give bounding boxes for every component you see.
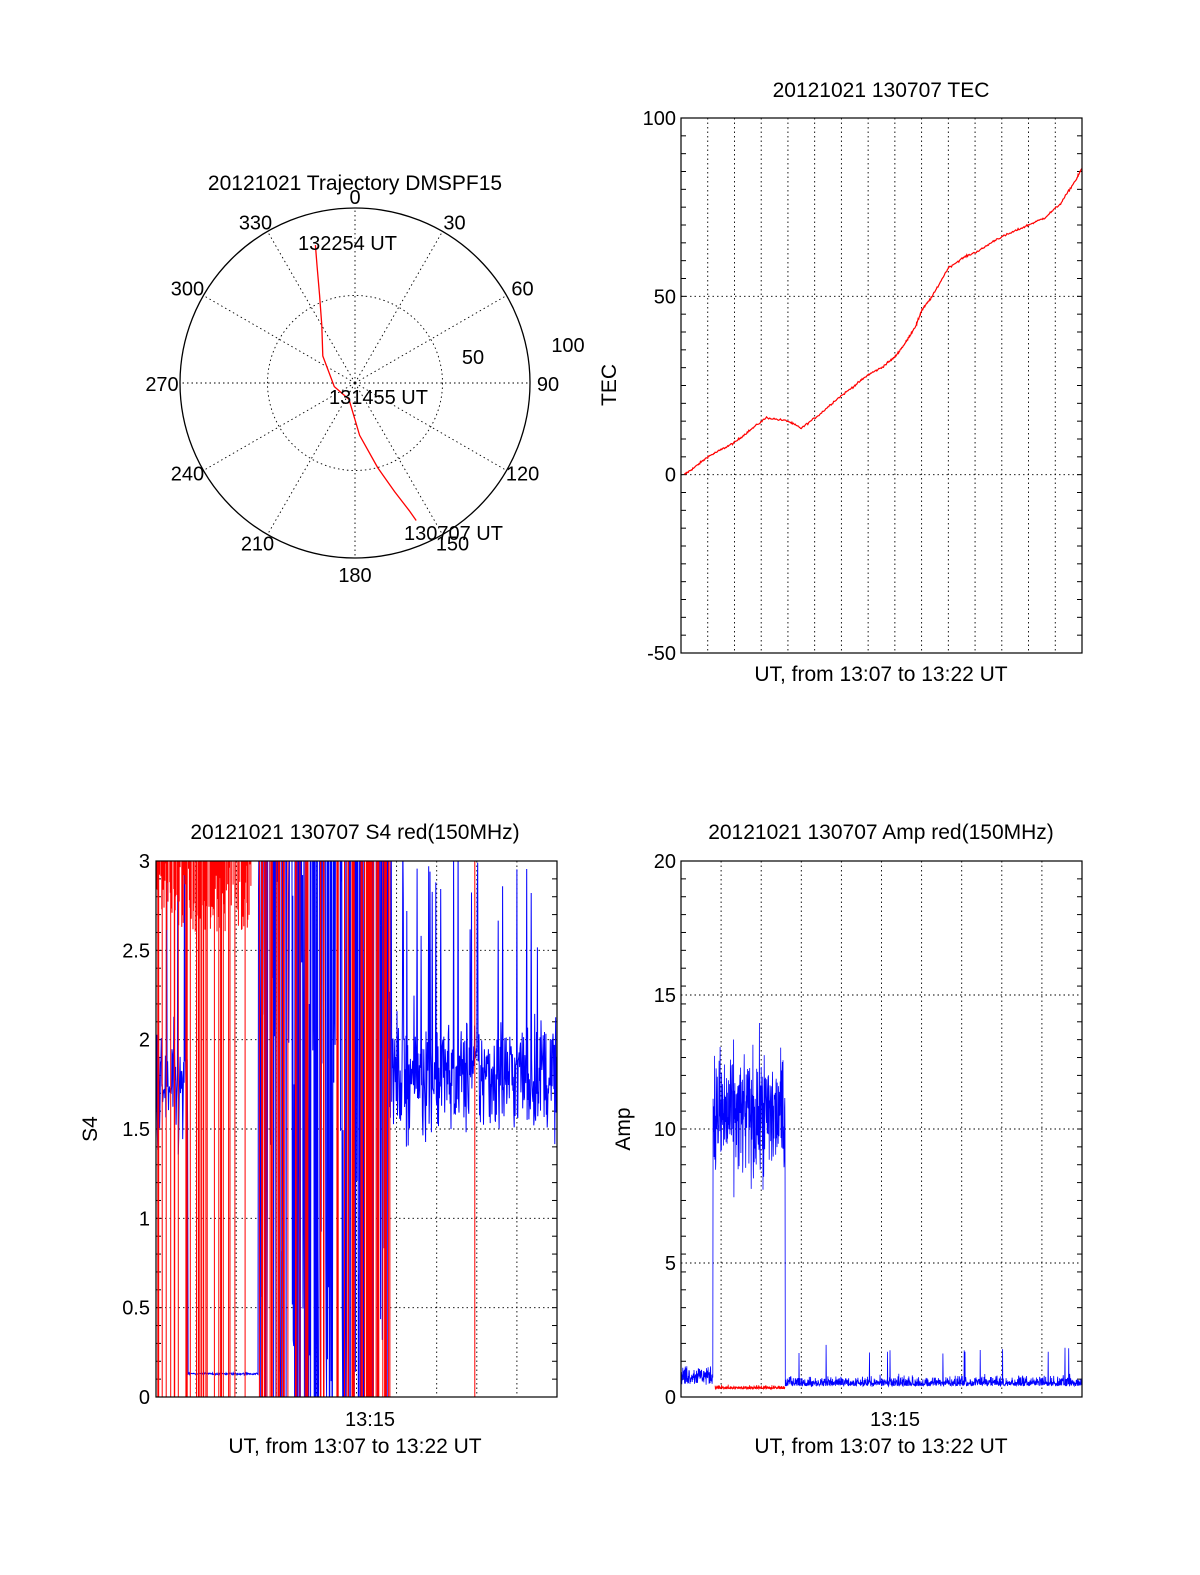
amp-frame — [680, 860, 1083, 1398]
amp-plot: 20121021 130707 Amp red(150MHz) 0 5 10 15 20… — [612, 821, 1083, 1458]
polar-grid-ring-50 — [267, 295, 443, 471]
polar-annotation-start: 130707 UT — [404, 523, 503, 545]
polar-radial-label-50: 50 — [462, 347, 484, 369]
polar-angle-label-270: 270 — [145, 374, 178, 396]
polar-angle-label-0: 0 — [349, 187, 360, 209]
s4-frame — [155, 860, 558, 1398]
polar-annotation-mid: 131455 UT — [329, 387, 428, 409]
tec-line — [683, 168, 1083, 475]
polar-angle-label-90: 90 — [537, 374, 559, 396]
s4-y-tick-labels: 0 0.5 1 1.5 2 2.5 3 — [122, 851, 150, 1409]
polar-angle-label-60: 60 — [511, 279, 533, 301]
s4-ytick-label-1: 0.5 — [122, 1298, 150, 1320]
s4-x-tick-label: 13:15 — [345, 1409, 395, 1431]
s4-ytick-label-2: 1 — [139, 1208, 150, 1230]
s4-ytick-label-4: 2 — [139, 1030, 150, 1052]
polar-radial-label-100: 100 — [551, 335, 584, 357]
tec-x-axis-label: UT, from 13:07 to 13:22 UT — [754, 663, 1007, 686]
amp-ytick-label-1: 5 — [665, 1253, 676, 1275]
tec-grid — [681, 117, 1082, 654]
tec-ytick-label-1: 0 — [665, 465, 676, 487]
amp-y-tick-labels: 0 5 10 15 20 — [654, 851, 676, 1409]
polar-angle-labels: 0 30 60 90 120 150 180 210 240 270 300 330 — [145, 187, 559, 587]
s4-ytick-label-3: 1.5 — [122, 1119, 150, 1141]
amp-x-axis-label: UT, from 13:07 to 13:22 UT — [754, 1435, 1007, 1458]
s4-x-axis-label: UT, from 13:07 to 13:22 UT — [228, 1435, 481, 1458]
amp-red-line — [714, 1384, 786, 1391]
amp-grid — [681, 860, 1082, 1398]
polar-angle-label-30: 30 — [443, 212, 465, 234]
s4-blue-line — [156, 861, 557, 1397]
tec-ytick-label-0: -50 — [647, 643, 676, 665]
polar-annotation-end: 132254 UT — [298, 233, 397, 255]
s4-ytick-label-0: 0 — [139, 1387, 150, 1409]
tec-y-tick-labels: -50 0 50 100 — [643, 108, 676, 665]
tec-plot: 20121021 130707 TEC -50 0 50 100 TEC UT, fr… — [598, 79, 1083, 686]
tec-y-axis-label: TEC — [598, 364, 621, 406]
polar-angle-label-300: 300 — [171, 279, 204, 301]
polar-angle-label-330: 330 — [239, 212, 272, 234]
s4-ytick-label-6: 3 — [139, 851, 150, 873]
polar-trajectory-plot: 20121021 Trajectory DMSPF15 0 30 60 90 120 15… — [145, 172, 584, 587]
polar-trajectory-trace — [314, 245, 417, 521]
s4-red-line — [156, 861, 476, 1397]
amp-ytick-label-3: 15 — [654, 985, 676, 1007]
s4-ytick-label-5: 2.5 — [122, 940, 150, 962]
polar-trajectory-path — [314, 245, 417, 521]
tec-series-line — [683, 168, 1083, 475]
amp-ytick-label-4: 20 — [654, 851, 676, 873]
amp-y-axis-label: Amp — [612, 1107, 635, 1150]
s4-plot: 20121021 130707 S4 red(150MHz) 0 0.5 1 1.5 2… — [79, 821, 558, 1458]
polar-angle-label-210: 210 — [241, 534, 274, 556]
s4-y-axis-label: S4 — [79, 1116, 102, 1142]
polar-outer-ring — [179, 207, 531, 559]
amp-ytick-label-2: 10 — [654, 1119, 676, 1141]
amp-title: 20121021 130707 Amp red(150MHz) — [708, 821, 1054, 844]
polar-angle-label-240: 240 — [171, 464, 204, 486]
polar-title: 20121021 Trajectory DMSPF15 — [208, 172, 502, 195]
tec-frame — [680, 117, 1083, 654]
tec-ytick-label-3: 100 — [643, 108, 676, 130]
amp-x-tick-label: 13:15 — [870, 1409, 920, 1431]
tec-title: 20121021 130707 TEC — [773, 79, 990, 102]
s4-series-lines — [156, 861, 557, 1397]
polar-angle-label-180: 180 — [338, 565, 371, 587]
amp-ytick-label-0: 0 — [665, 1387, 676, 1409]
polar-grid — [180, 208, 530, 558]
polar-spoke-60 — [354, 295, 507, 384]
s4-title: 20121021 130707 S4 red(150MHz) — [190, 821, 519, 844]
tec-ytick-label-2: 50 — [654, 286, 676, 308]
amp-blue-line — [681, 1022, 1082, 1388]
polar-angle-label-120: 120 — [506, 464, 539, 486]
amp-series-lines — [681, 1022, 1082, 1391]
polar-angle-label-150: 150 — [436, 534, 469, 556]
